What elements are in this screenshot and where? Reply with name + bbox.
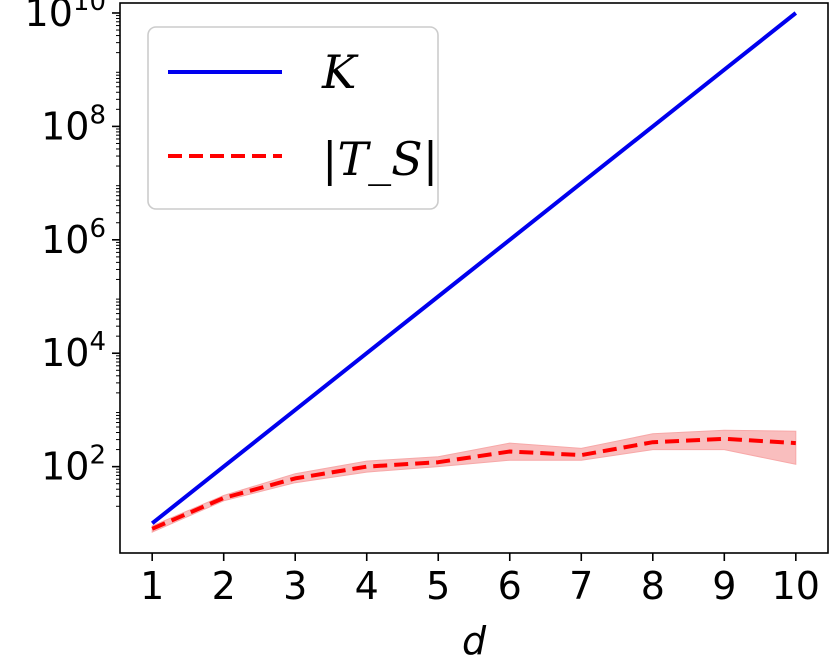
x-axis-ticks: 1 2 3 4 5 6 7 8 9 10 xyxy=(140,553,820,608)
y-tick-label: 1010 xyxy=(25,0,106,35)
x-tick-label: 9 xyxy=(712,564,736,608)
series-1-line xyxy=(151,436,796,531)
x-tick-label: 2 xyxy=(212,564,236,608)
y-tick-label: 102 xyxy=(41,441,106,489)
y-tick-label: 106 xyxy=(41,214,106,262)
x-tick-label: 4 xyxy=(355,564,379,608)
series-line-layer xyxy=(150,11,798,531)
x-tick-label: 5 xyxy=(426,564,450,608)
x-tick-label: 1 xyxy=(140,564,164,608)
y-axis-ticks: 102 104 106 108 1010 xyxy=(25,0,120,507)
x-tick-label: 8 xyxy=(641,564,665,608)
legend-ts-label: |T_S| xyxy=(322,132,438,186)
x-tick-label: 3 xyxy=(283,564,307,608)
y-tick-label: 104 xyxy=(41,327,106,375)
x-tick-label: 10 xyxy=(772,564,820,608)
series-0-line xyxy=(150,11,798,525)
y-tick-label: 108 xyxy=(41,100,106,148)
x-tick-label: 6 xyxy=(498,564,522,608)
legend-k-label: K xyxy=(321,45,359,99)
x-tick-label: 7 xyxy=(569,564,593,608)
legend: K |T_S| xyxy=(147,26,439,210)
plot-frame xyxy=(119,2,829,554)
x-axis-label: d xyxy=(462,619,487,663)
